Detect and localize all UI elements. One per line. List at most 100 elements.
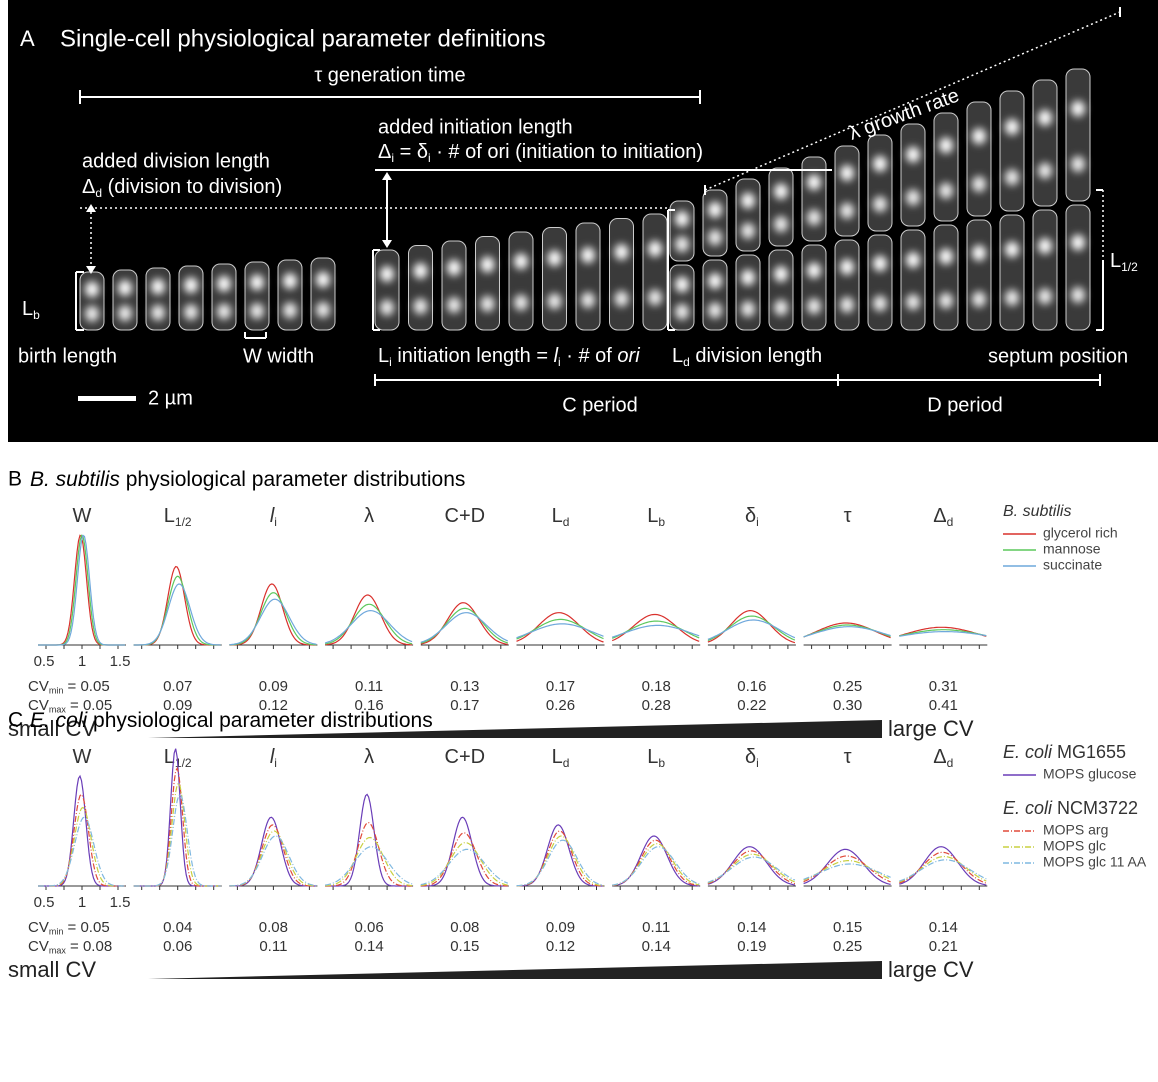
text-part: i [756,515,759,529]
cell-spot [380,300,394,316]
distribution-curve [708,611,795,643]
cell-spot [972,245,986,261]
label: 1.5 [110,653,131,670]
cv-value: 0.08 [83,938,112,955]
cell-spot [939,293,953,309]
distribution-curve [325,794,412,886]
label: 0.41 [929,697,958,714]
cell-spot [873,156,887,172]
cell-spot [85,306,99,322]
distribution-curve [517,831,604,886]
label: D period [927,394,1003,416]
distribution-curve [612,621,699,638]
label: 0.5 [34,894,55,911]
cell-spot [873,295,887,311]
label: succinate [1043,557,1102,573]
cell [934,113,958,221]
cell [736,255,760,330]
distribution-curve [517,840,604,886]
label: 0.04 [163,919,192,936]
cell-spot [283,302,297,318]
distribution-curve [708,851,795,884]
cell [311,258,335,330]
cell-spot [151,279,165,295]
label: 0.14 [929,919,958,936]
cell-spot [972,291,986,307]
scale-bar [78,396,136,401]
label: τ generation time [314,64,465,86]
label: Ld division length [672,345,822,369]
text-part: division length [690,345,822,367]
cell [245,262,269,330]
cell-spot [807,174,821,190]
cell-spot [906,252,920,268]
cell-spot [741,301,755,317]
text-part: max [49,946,67,956]
cell [1066,69,1090,201]
text-part: E. coli [1003,798,1053,818]
label: Single-cell physiological parameter defi… [60,25,546,52]
cell-spot [217,276,231,292]
text-part: = [63,678,80,695]
cell [868,135,892,231]
label: C+D [445,505,486,527]
label: CVmin = 0.05 [28,678,110,696]
label: Δi = δi · # of ori (initiation to initia… [378,141,703,165]
label: CVmin = 0.05 [28,919,110,937]
cell-spot [774,216,788,232]
label: Ld [552,505,570,529]
cell-spot [774,266,788,282]
cell-spot [675,211,689,227]
text-part: b [658,515,665,529]
text-part: physiological parameter distributions [87,709,433,732]
text-part: C+D [445,505,486,527]
cell-spot [939,137,953,153]
text-part: L [552,505,563,527]
text-part: · # of ori (initiation to initiation) [431,141,703,163]
distribution-curve [804,849,891,884]
label: MOPS glc [1043,838,1106,854]
distribution-curve [421,817,508,886]
cell [146,268,170,330]
distribution-curve [899,630,986,636]
cell [835,240,859,330]
text-part: min [49,686,64,696]
cell [1033,210,1057,330]
distribution-curve [229,593,316,645]
cell-spot [1038,288,1052,304]
distribution-curve [517,836,604,886]
label: septum position [988,345,1128,367]
cell-spot [514,253,528,269]
label: 0.06 [354,919,383,936]
label: 0.25 [833,678,862,695]
cell-spot [675,304,689,320]
label: W width [243,345,314,367]
cell-spot [873,196,887,212]
text-part: B. subtilis [30,468,120,491]
cell-spot [840,165,854,181]
distribution-curve [517,825,604,886]
cell-spot [1005,242,1019,258]
label: A [20,26,35,51]
label: 0.12 [546,938,575,955]
text-part: τ [844,505,852,527]
text-part: CV [28,919,49,936]
cell-spot [581,247,595,263]
cell-spot [972,176,986,192]
distribution-curve [134,794,221,886]
label: Δd (division to division) [82,176,282,200]
label: λ [364,505,374,527]
label: MOPS glc 11 AA [1043,854,1147,870]
text-part: min [49,927,64,937]
text-part: δ [745,505,756,527]
cell-spot [972,128,986,144]
text-part: Δ [933,505,946,527]
text-part: L [164,505,175,527]
cell [610,219,634,331]
cell-spot [85,281,99,297]
label: MOPS arg [1043,822,1108,838]
cell-spot [1071,287,1085,303]
text-part: MG1655 [1052,742,1126,762]
text-part: d [563,515,570,529]
label: 0.11 [355,678,383,695]
